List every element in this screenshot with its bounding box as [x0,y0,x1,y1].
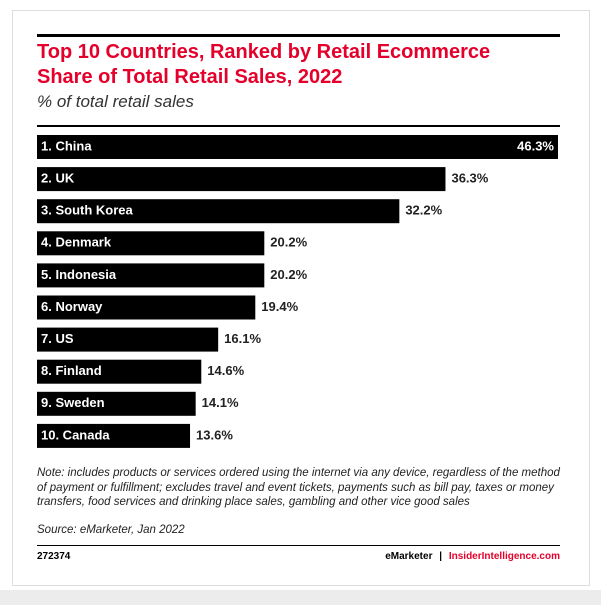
bar [37,295,256,320]
category-label: 2. UK [41,171,75,186]
value-label: 19.4% [261,299,298,314]
bar [37,423,191,448]
value-label: 36.3% [451,171,488,186]
category-label: 3. South Korea [41,203,134,218]
value-label: 32.2% [405,203,442,218]
bar [37,199,400,224]
bar [37,391,196,416]
value-label: 14.6% [207,363,244,378]
footer-rule [37,545,560,546]
bar [37,135,558,159]
bar [37,231,265,256]
bottom-band [0,590,601,605]
value-label: 14.1% [202,395,239,410]
header-rule [37,125,560,127]
value-label: 46.3% [517,138,554,153]
chart-subtitle: % of total retail sales [37,92,194,111]
separator: | [439,551,443,562]
bar [37,359,202,384]
bar [37,167,446,192]
chart: 1. China 46.3% 2. UK 36.3% 3. South Korea 32.… [37,135,558,448]
top-rule [37,34,560,37]
category-label: 9. Sweden [41,395,105,410]
value-label: 20.2% [270,267,307,282]
value-label: 20.2% [270,235,307,250]
category-label: 7. US [41,331,74,346]
value-label: 16.1% [224,331,261,346]
category-label: 6. Norway [41,299,103,314]
source: Source: eMarketer, Jan 2022 [37,524,185,536]
category-label: 5. Indonesia [41,267,117,282]
category-label: 1. China [41,138,92,153]
footer-credit: eMarketer | InsiderIntelligence.com [385,551,560,562]
site: InsiderIntelligence.com [448,551,560,562]
category-label: 8. Finland [41,363,102,378]
bar [37,327,219,352]
category-label: 4. Denmark [41,235,112,250]
note: Note: includes products or services orde… [37,467,560,508]
category-label: 10. Canada [41,427,110,442]
value-label: 13.6% [196,427,233,442]
brand: eMarketer [385,551,433,562]
chart-id: 272374 [37,551,71,562]
chart-title: Top 10 Countries, Ranked by Retail Ecomm… [37,41,491,88]
bar [37,263,265,288]
